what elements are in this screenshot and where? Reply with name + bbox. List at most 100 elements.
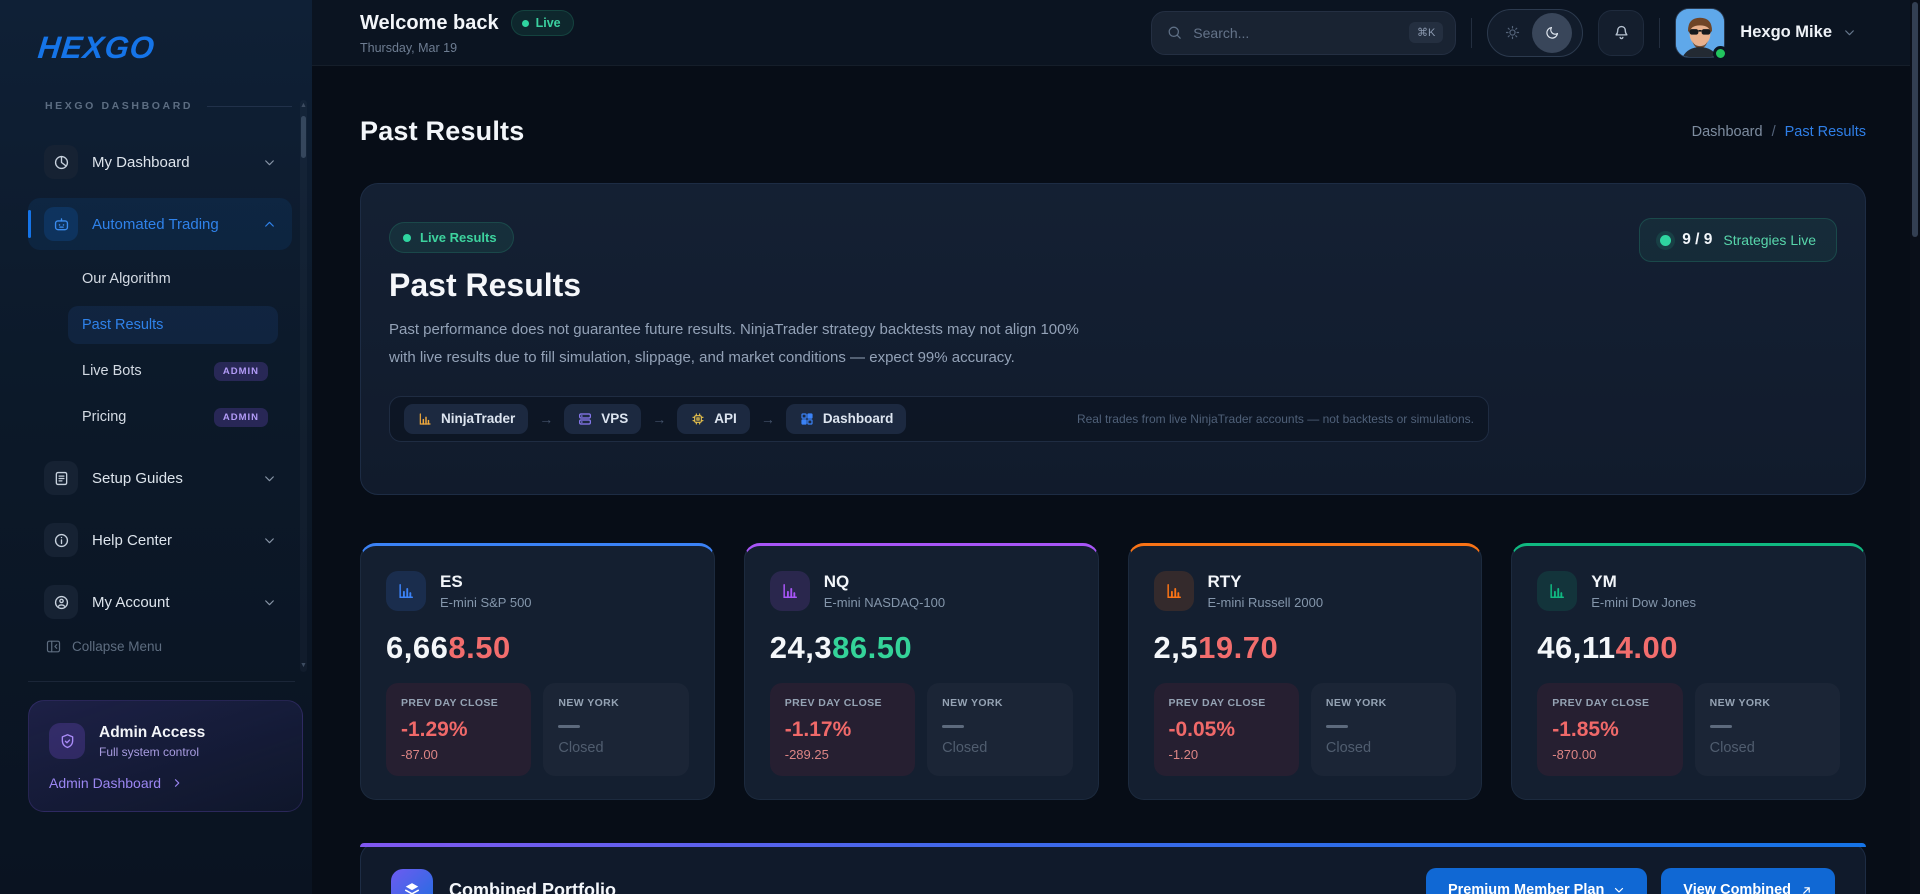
search-icon [1166,24,1183,41]
prev-close-points: -1.20 [1168,747,1199,762]
data-pipeline-bar: NinjaTrader → VPS → API [389,395,1489,442]
market-card-nq[interactable]: NQ E-mini NASDAQ-100 24,386.50 PREV DAY … [743,543,1099,800]
price-main: 46,11 [1537,630,1616,665]
prev-close-points: -87.00 [401,747,438,762]
search-input[interactable] [1193,24,1409,41]
admin-dashboard-link-label: Admin Dashboard [49,775,162,791]
sidebar-item-live-bots[interactable]: Live Bots ADMIN [68,352,278,390]
moon-icon[interactable] [1532,12,1573,53]
sun-icon[interactable] [1492,24,1532,41]
admin-access-title: Admin Access [99,723,206,741]
dash-placeholder [942,725,965,728]
prev-day-close-box: PREV DAY CLOSE -1.85% -870.00 [1537,683,1683,776]
market-price: 2,519.70 [1154,630,1457,666]
user-avatar[interactable] [1675,7,1729,61]
sidebar-subitem-label: Live Bots [82,363,142,379]
page-title: Past Results [360,116,525,146]
prev-close-label: PREV DAY CLOSE [401,697,499,709]
current-date: Thursday, Mar 19 [360,41,458,55]
live-dot-icon [521,19,529,27]
breadcrumb-dashboard-link[interactable]: Dashboard [1691,123,1763,140]
collapse-sidebar-icon [45,638,62,655]
collapse-menu-button[interactable]: Collapse Menu [45,638,312,655]
hero-title: Past Results [389,267,582,303]
scroll-up-arrow[interactable]: ▲ [300,102,307,109]
market-price: 24,386.50 [770,630,1073,666]
welcome-block: Welcome back Live Thursday, Mar 19 [360,10,574,55]
market-card-ym[interactable]: YM E-mini Dow Jones 46,114.00 PREV DAY C… [1511,543,1866,800]
sidebar-scrollbar[interactable]: ▲ ▼ [300,100,307,672]
online-status-dot [1713,45,1729,61]
market-card-header: ES E-mini S&P 500 [386,571,689,611]
market-card-es[interactable]: ES E-mini S&P 500 6,668.50 PREV DAY CLOS… [360,543,715,800]
sidebar-subitem-label: Past Results [82,317,164,333]
sidebar-item-my-dashboard[interactable]: My Dashboard [28,136,292,188]
sidebar-subitem-label: Our Algorithm [82,271,171,287]
page-header-row: Past Results Dashboard / Past Results [360,116,1866,147]
search-box[interactable]: ⌘K [1151,10,1457,55]
sidebar-item-help-center[interactable]: Help Center [28,514,292,566]
chevron-down-icon[interactable] [1843,26,1856,39]
page-scrollbar-thumb[interactable] [1912,2,1918,237]
market-stat-boxes: PREV DAY CLOSE -1.85% -870.00 NEW YORK C… [1537,683,1840,776]
view-combined-button[interactable]: View Combined [1661,868,1835,894]
market-card-rty[interactable]: RTY E-mini Russell 2000 2,519.70 PREV DA… [1127,543,1483,800]
collapse-menu-label: Collapse Menu [72,639,163,654]
market-symbol: YM [1591,572,1617,591]
session-label: NEW YORK [558,697,620,709]
pipeline-chip-vps: VPS [564,403,642,434]
hexgo-logo[interactable]: HEXGO [36,30,157,65]
header-divider [1471,17,1473,48]
sidebar-item-setup-guides[interactable]: Setup Guides [28,452,292,504]
shield-check-icon [49,723,85,759]
admin-dashboard-link[interactable]: Admin Dashboard [49,775,284,791]
user-name: Hexgo Mike [1740,23,1832,41]
page-scrollbar[interactable] [1910,0,1920,894]
breadcrumb-separator: / [1771,123,1776,140]
market-stat-boxes: PREV DAY CLOSE -1.29% -87.00 NEW YORK Cl… [386,683,689,776]
dashboard-grid-icon [799,411,815,427]
bar-chart-icon [1153,571,1194,611]
sidebar-item-label: Help Center [92,531,173,549]
welcome-title: Welcome back [360,11,499,34]
ninjatrader-chart-icon [417,411,433,427]
chevron-right-icon [171,777,183,789]
user-circle-icon [44,585,78,619]
sidebar-item-pricing[interactable]: Pricing ADMIN [68,398,278,436]
premium-member-plan-button[interactable]: Premium Member Plan [1425,868,1648,894]
prev-close-percent: -1.29% [401,718,468,741]
combined-portfolio-header: Combined Portfolio Premium Member Plan V… [391,868,1835,894]
sidebar-item-my-account[interactable]: My Account [28,576,292,628]
session-status: Closed [558,740,604,756]
market-cards-row: ES E-mini S&P 500 6,668.50 PREV DAY CLOS… [360,543,1866,800]
dash-placeholder [558,725,581,728]
price-tail: 8.50 [448,630,511,665]
view-button-label: View Combined [1683,882,1791,894]
live-results-badge: Live Results [389,222,514,253]
pipeline-chip-ninjatrader: NinjaTrader [404,403,529,434]
market-stat-boxes: PREV DAY CLOSE -1.17% -289.25 NEW YORK C… [769,683,1073,776]
sidebar-item-past-results[interactable]: Past Results [68,306,278,344]
vps-server-icon [577,411,593,427]
scroll-down-arrow[interactable]: ▼ [300,662,307,669]
session-label: NEW YORK [1709,697,1771,709]
sidebar-divider [28,681,295,682]
header-actions: ⌘K [1151,7,1856,61]
pipeline-chip-dashboard: Dashboard [785,403,907,434]
combined-actions: Premium Member Plan View Combined [1425,868,1835,894]
session-box: NEW YORK Closed [1310,683,1457,776]
theme-toggle[interactable] [1487,8,1584,57]
sidebar-item-label: Automated Trading [92,215,219,233]
breadcrumb-current[interactable]: Past Results [1784,123,1866,140]
notifications-button[interactable] [1598,9,1645,56]
admin-badge: ADMIN [213,407,268,427]
main-area: Welcome back Live Thursday, Mar 19 ⌘K [312,0,1920,894]
market-price: 6,668.50 [386,630,689,666]
dash-placeholder [1325,725,1348,728]
sidebar-item-our-algorithm[interactable]: Our Algorithm [68,260,278,298]
sidebar-scrollbar-thumb[interactable] [301,116,306,158]
chevron-down-icon [263,596,276,609]
session-label: NEW YORK [1325,697,1387,709]
sidebar-item-automated-trading[interactable]: Automated Trading [28,198,292,250]
